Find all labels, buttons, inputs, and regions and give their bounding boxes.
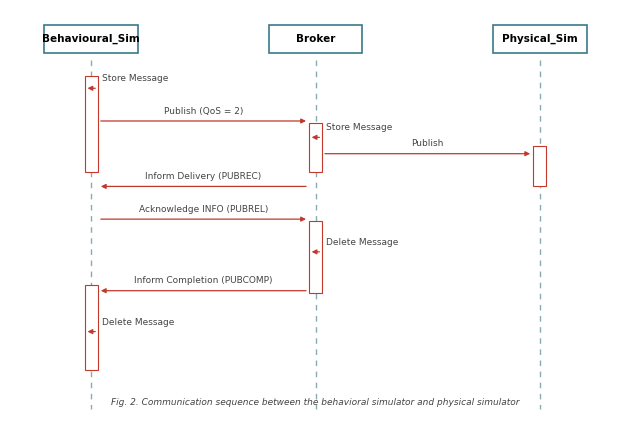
Bar [493,25,587,53]
Text: Delete Message: Delete Message [326,238,399,247]
Bar [533,146,546,187]
Bar [269,25,362,53]
Text: Store Message: Store Message [326,124,392,132]
Bar [85,76,98,172]
Text: Acknowledge INFO (PUBREL): Acknowledge INFO (PUBREL) [139,205,268,214]
Text: Behavioural_Sim: Behavioural_Sim [42,34,140,44]
Bar [85,285,98,371]
Text: Publish: Publish [411,139,444,148]
Text: Inform Delivery (PUBREC): Inform Delivery (PUBREC) [145,172,262,181]
Text: Delete Message: Delete Message [102,318,175,327]
Text: Physical_Sim: Physical_Sim [502,34,577,44]
Bar [44,25,138,53]
Text: Fig. 2. Communication sequence between the behavioral simulator and physical sim: Fig. 2. Communication sequence between t… [111,398,520,407]
Text: Store Message: Store Message [102,75,168,83]
Bar [309,123,322,172]
Text: Inform Completion (PUBCOMP): Inform Completion (PUBCOMP) [134,276,273,285]
Text: Publish (QoS = 2): Publish (QoS = 2) [164,106,243,116]
Text: Broker: Broker [296,34,335,44]
Bar [309,221,322,293]
